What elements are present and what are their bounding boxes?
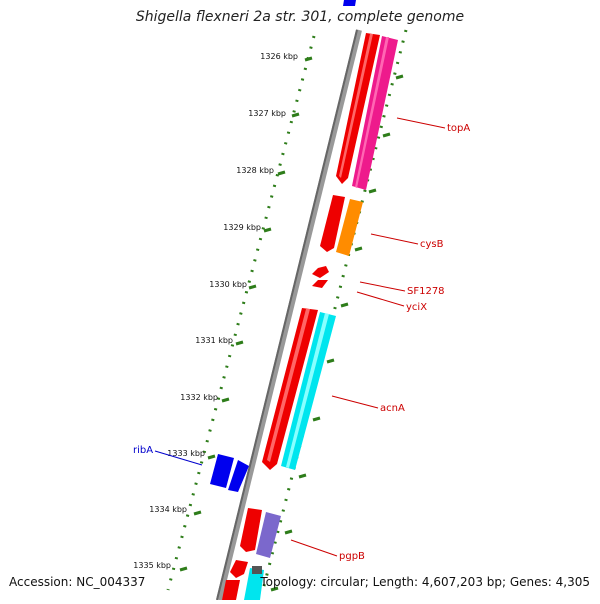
gene-track (244, 36, 398, 600)
connector-cysB (370, 233, 419, 245)
tick-marks (179, 56, 404, 592)
genome-backbone-shadow (216, 29, 358, 601)
gene-label-topA: topA (447, 123, 470, 134)
tick-mark (395, 74, 404, 80)
tick-mark (326, 358, 335, 364)
tick-mark (193, 510, 202, 516)
tick-label: 1327 kbp (248, 109, 286, 118)
tick-mark (304, 56, 313, 62)
connector-ribA (154, 450, 203, 466)
tick-mark (248, 284, 257, 290)
tick-mark (368, 188, 377, 194)
gene-ribA-block (210, 454, 234, 488)
gene-arrow (320, 195, 345, 252)
gene-label-ribA: ribA (133, 445, 153, 456)
tick-label: 1331 kbp (195, 336, 233, 345)
tick-mark (235, 340, 244, 346)
connector-topA (396, 117, 446, 129)
gene-label-pgpB: pgpB (339, 551, 365, 562)
tick-mark (277, 170, 286, 176)
connector-acnA (331, 395, 379, 409)
tick-mark (291, 112, 300, 118)
gene-arrow-highlight (339, 34, 373, 178)
gene-arrow (312, 266, 329, 278)
gene-label-cysB: cysB (420, 239, 444, 250)
gene-arrow (312, 280, 328, 288)
gene-cysB (336, 199, 363, 256)
gene-label-acnA: acnA (380, 403, 405, 414)
connector-SF1278 (359, 281, 406, 292)
gene-label-yciX: yciX (406, 302, 427, 313)
accession-text: Accession: NC_004337 (9, 575, 146, 589)
gene-arrow (222, 580, 240, 600)
tick-label: 1334 kbp (149, 505, 187, 514)
genome-backbone (216, 29, 362, 601)
tick-mark (298, 473, 307, 479)
gene-arrow (230, 560, 248, 578)
tick-mark (340, 302, 349, 308)
label-connectors (154, 117, 446, 557)
cds-track (222, 33, 380, 600)
tick-mark (179, 566, 188, 572)
tick-label: 1330 kbp (209, 280, 247, 289)
tick-label: 1326 kbp (260, 52, 298, 61)
tick-mark (263, 227, 272, 233)
tick-mark (354, 246, 363, 252)
tick-mark (284, 529, 293, 535)
gene-acnA-highlight (286, 313, 329, 468)
gene-ribA-arrow (228, 460, 249, 492)
gene-arrow (240, 508, 262, 552)
gene-fragment-bottom (244, 568, 264, 600)
tick-mark (382, 132, 391, 138)
gene-label-SF1278: SF1278 (407, 286, 445, 297)
gene-topA-highlight (355, 37, 389, 188)
connector-pgpB (290, 539, 338, 557)
gene-pgpB (256, 512, 281, 558)
tick-mark (270, 586, 279, 592)
genome-summary-text: Topology: circular; Length: 4,607,203 bp… (260, 575, 590, 589)
gene-ribA (210, 454, 249, 492)
connector-yciX (356, 291, 405, 307)
tick-label: 1329 kbp (223, 223, 261, 232)
gene-fragment-grey (252, 566, 262, 574)
tick-mark (312, 416, 321, 422)
left-tick-track (166, 35, 316, 591)
tick-mark (221, 397, 230, 403)
gene-arrow-highlight (267, 309, 310, 462)
tick-mark (207, 454, 216, 460)
tick-label: 1333 kbp (167, 449, 205, 458)
tick-label: 1335 kbp (133, 561, 171, 570)
tick-label: 1332 kbp (180, 393, 218, 402)
tick-label: 1328 kbp (236, 166, 274, 175)
gene-fragment-top (343, 0, 356, 6)
map-title: Shigella flexneri 2a str. 301, complete … (135, 9, 465, 25)
